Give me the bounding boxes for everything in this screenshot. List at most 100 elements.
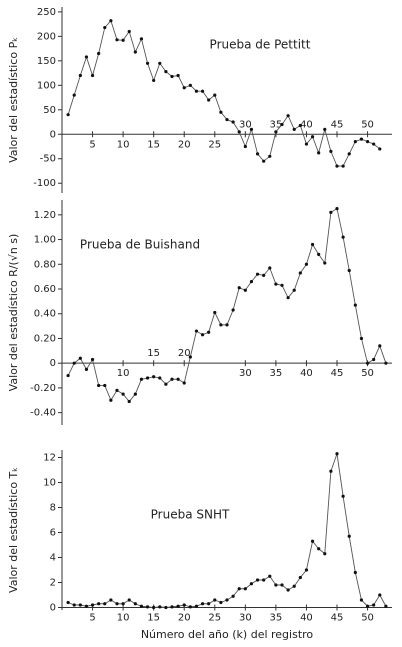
- y-tick-label: 8: [50, 503, 56, 514]
- point: [219, 600, 223, 605]
- point: [329, 210, 333, 214]
- y-tick-label: 250: [37, 7, 56, 18]
- point: [243, 288, 247, 292]
- point: [280, 122, 284, 127]
- x-tick-label: 15: [147, 348, 160, 359]
- point: [90, 603, 95, 607]
- point: [372, 142, 376, 146]
- x-tick-label: 10: [117, 368, 130, 379]
- y-tick-label: 0.60: [34, 284, 56, 295]
- y-tick-label: 200: [37, 31, 56, 42]
- point: [274, 282, 278, 286]
- point: [268, 266, 272, 270]
- point: [323, 552, 327, 556]
- point: [213, 93, 217, 97]
- point: [158, 376, 162, 380]
- point: [310, 539, 315, 543]
- point: [231, 308, 235, 312]
- y-tick-label: 6: [50, 528, 56, 539]
- y-tick-label: 0: [50, 129, 56, 140]
- point: [90, 73, 95, 78]
- x-tick-label: 5: [89, 613, 95, 624]
- point: [194, 89, 199, 93]
- point: [164, 605, 168, 610]
- point: [335, 207, 339, 211]
- point: [243, 144, 247, 149]
- point: [207, 602, 211, 606]
- point: [304, 142, 309, 146]
- x-tick-label: 40: [300, 119, 313, 130]
- x-tick-label: 35: [270, 613, 283, 624]
- point: [84, 367, 89, 371]
- y-tick-label: 10: [43, 478, 56, 489]
- y-tick-label: 0.40: [34, 309, 56, 320]
- y-tick-label: 12: [43, 453, 56, 464]
- point: [231, 594, 235, 598]
- x-tick-label: 50: [361, 613, 374, 624]
- point: [207, 330, 211, 334]
- point: [359, 137, 364, 141]
- x-tick-label: 50: [361, 368, 374, 379]
- point: [109, 398, 113, 402]
- point: [170, 605, 174, 609]
- point: [317, 151, 321, 155]
- point: [78, 603, 82, 607]
- point: [97, 602, 101, 606]
- point: [286, 588, 290, 592]
- series-line: [67, 453, 387, 608]
- point: [219, 110, 223, 114]
- y-tick-label: 100: [37, 80, 56, 91]
- point: [310, 135, 315, 139]
- point: [262, 578, 266, 582]
- x-tick-label: 40: [300, 613, 313, 624]
- point: [225, 598, 229, 602]
- point: [286, 114, 290, 118]
- point: [280, 583, 284, 587]
- x-tick-label: 50: [361, 119, 374, 130]
- point: [103, 25, 107, 30]
- point: [329, 469, 333, 473]
- point: [372, 603, 376, 607]
- point: [274, 583, 278, 587]
- point: [78, 356, 82, 360]
- point: [188, 83, 192, 87]
- point: [200, 333, 205, 337]
- point: [66, 373, 70, 378]
- x-tick-label: 20: [178, 348, 191, 359]
- point: [378, 147, 382, 151]
- point: [170, 74, 174, 79]
- point: [268, 574, 272, 578]
- point: [121, 392, 125, 396]
- point: [127, 399, 131, 404]
- x-tick-label: 5: [89, 139, 95, 150]
- y-tick-label: 0: [50, 603, 56, 614]
- x-tick-label: 25: [208, 613, 221, 624]
- point: [329, 149, 333, 153]
- x-tick-label: 15: [147, 613, 160, 624]
- point: [274, 130, 278, 134]
- y-tick-label: 0: [50, 358, 56, 369]
- point: [139, 37, 144, 41]
- point: [103, 383, 107, 388]
- point: [139, 377, 144, 381]
- point: [255, 272, 260, 276]
- point: [323, 127, 327, 131]
- point: [133, 50, 137, 54]
- point: [72, 93, 76, 97]
- point: [323, 261, 327, 265]
- point: [249, 582, 254, 586]
- point: [225, 323, 229, 327]
- point: [292, 584, 296, 588]
- point: [378, 344, 382, 348]
- point: [292, 127, 296, 131]
- point: [115, 388, 119, 392]
- annotation: Prueba de Buishand: [80, 238, 200, 252]
- point: [359, 598, 364, 602]
- x-tick-label: 30: [239, 119, 252, 130]
- point: [176, 604, 180, 608]
- point: [133, 392, 137, 396]
- point: [84, 604, 89, 608]
- x-tick-label: 20: [178, 613, 191, 624]
- point: [237, 587, 241, 591]
